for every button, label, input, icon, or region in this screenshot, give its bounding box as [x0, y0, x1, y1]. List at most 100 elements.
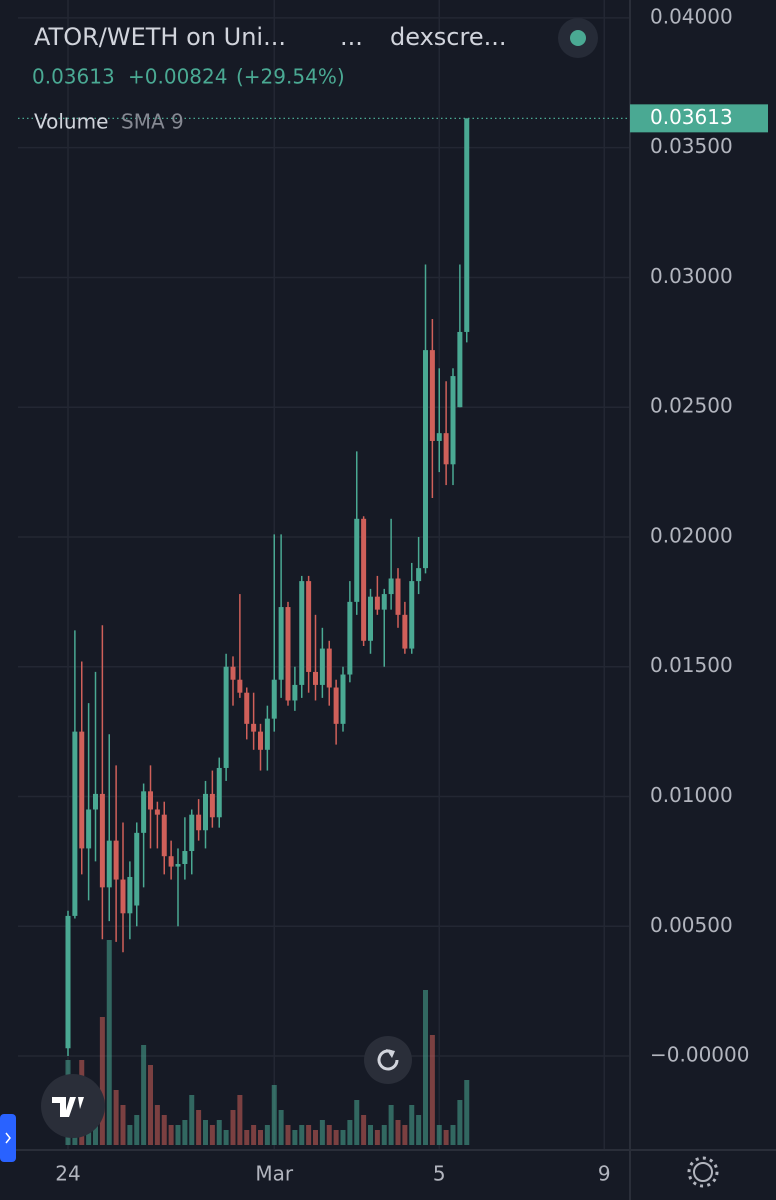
volume-bar [189, 1095, 195, 1145]
price-change: +0.00824 [128, 65, 227, 89]
candle-body [464, 118, 470, 332]
candle-body [79, 731, 85, 849]
candle-body [319, 648, 325, 685]
volume-bar [258, 1130, 263, 1145]
volume-bar [402, 1125, 408, 1145]
volume-bar [423, 990, 428, 1145]
candle-body [175, 863, 181, 867]
volume-bar [223, 1130, 229, 1145]
volume-bar [237, 1095, 243, 1145]
volume-bar [127, 1125, 133, 1145]
candle-body [161, 814, 167, 857]
sma-label: SMA 9 [121, 110, 184, 134]
volume-bar [409, 1105, 415, 1145]
volume-bar [319, 1120, 325, 1145]
candle-body [182, 851, 188, 864]
volume-bar [209, 1125, 215, 1145]
volume-bar [354, 1100, 360, 1145]
settings-button[interactable] [687, 1156, 719, 1188]
axis-layer: −0.00000 0.00500 0.01000 0.01500 0.02000 0.02… [18, 4, 768, 1186]
volume-bar [182, 1120, 188, 1145]
candle-layer [65, 118, 470, 1057]
candle-body [306, 581, 312, 672]
candle-body [251, 723, 257, 732]
y-tick-label: 0.01500 [650, 653, 733, 677]
y-tick-label: 0.01000 [650, 783, 733, 807]
candle-body [93, 793, 98, 810]
reset-icon [377, 1049, 399, 1071]
sidebar-toggle[interactable] [0, 1114, 16, 1162]
status-dot [570, 30, 586, 46]
volume-bar [450, 1125, 456, 1145]
volume-bar [141, 1045, 147, 1145]
reset-button[interactable] [364, 1036, 412, 1084]
volume-bar [347, 1120, 353, 1145]
volume-bar [264, 1125, 270, 1145]
volume-bar [388, 1105, 394, 1145]
volume-bar [251, 1125, 257, 1145]
candle-body [374, 596, 380, 610]
candle-body [223, 666, 229, 768]
candle-body [443, 433, 449, 465]
last-price-tag [630, 104, 768, 133]
volume-bar [457, 1100, 463, 1145]
volume-bar [168, 1125, 174, 1145]
volume-bar [278, 1110, 284, 1145]
candle-body [203, 793, 208, 831]
candle-body [361, 518, 367, 641]
volume-bar [120, 1105, 126, 1145]
candle-body [106, 840, 112, 888]
last-price: 0.03613 [32, 65, 115, 89]
volume-bar [340, 1130, 346, 1145]
candle-body [416, 568, 422, 582]
volume-bar [175, 1125, 181, 1145]
candle-body [299, 581, 305, 685]
candle-body [168, 856, 174, 867]
volume-bar [244, 1130, 250, 1145]
candle-body [113, 840, 119, 880]
candle-body [141, 791, 147, 833]
candle-body [429, 350, 435, 441]
candle-body [148, 791, 153, 810]
candle-body [368, 596, 373, 641]
candle-body [278, 607, 284, 680]
volume-bar [113, 1090, 119, 1145]
candle-body [340, 674, 346, 724]
volume-bar [271, 1085, 277, 1145]
candle-body [216, 767, 222, 818]
volume-bar [361, 1115, 367, 1145]
volume-bar [230, 1110, 236, 1145]
candle-body [196, 814, 202, 831]
volume-bar [299, 1125, 305, 1145]
candle-body [154, 809, 160, 815]
candle-body [326, 648, 332, 688]
price-change-pct: (+29.54%) [236, 65, 345, 89]
candle-body [402, 614, 408, 649]
volume-bar [216, 1120, 222, 1145]
volume-bar [464, 1080, 470, 1145]
volume-bar [368, 1125, 373, 1145]
candle-body [395, 578, 401, 615]
volume-bar [106, 940, 112, 1145]
reset-arrow [386, 1049, 395, 1058]
y-tick-label: −0.00000 [650, 1043, 749, 1067]
x-tick-label: 24 [55, 1162, 80, 1186]
candle-body [457, 331, 463, 408]
candle-body [120, 879, 126, 914]
volume-bar [154, 1105, 160, 1145]
candle-body [292, 684, 298, 701]
candle-body [230, 666, 236, 680]
logo-button[interactable] [41, 1074, 105, 1138]
y-tick-label: 0.03500 [650, 134, 733, 158]
candle-body [189, 814, 195, 852]
volume-bar [134, 1115, 140, 1145]
candle-body [450, 376, 456, 465]
y-tick-label: 0.00500 [650, 913, 733, 937]
settings-ring [693, 1162, 713, 1182]
volume-bar [148, 1065, 153, 1145]
candle-body [381, 594, 387, 610]
volume-bar [93, 1115, 98, 1145]
